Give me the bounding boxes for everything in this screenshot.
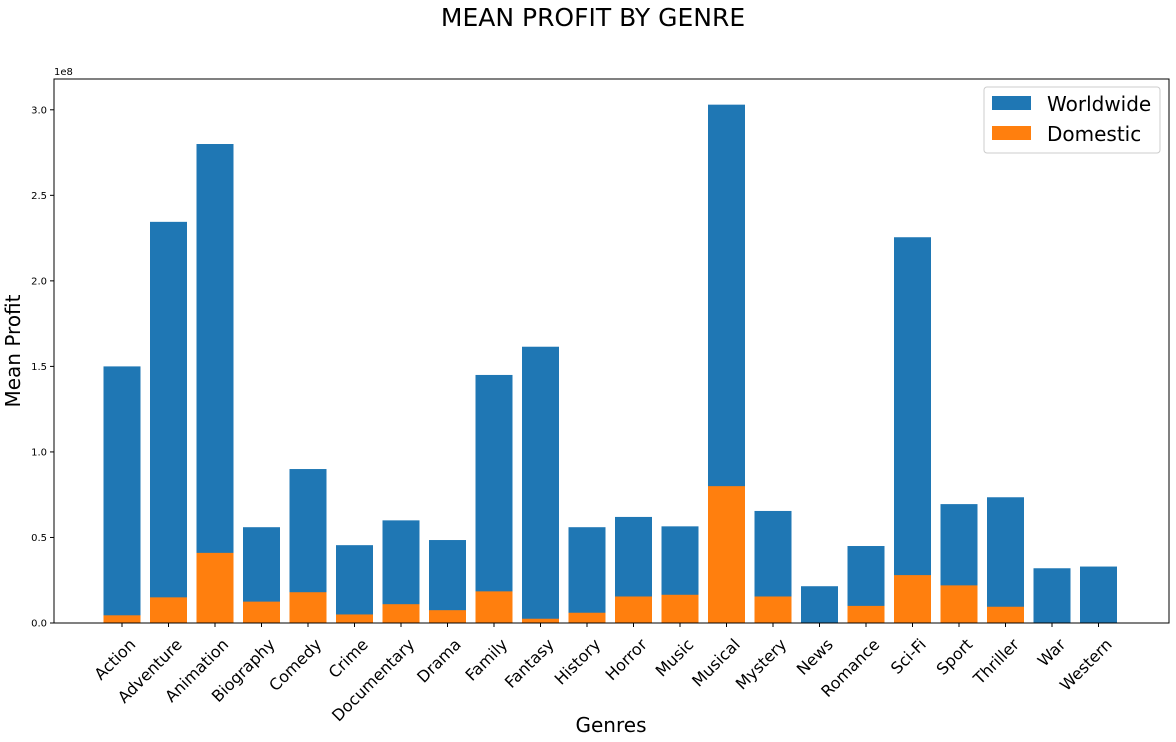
x-tick-label-war: War — [1034, 635, 1070, 671]
bar-domestic-horror — [615, 596, 652, 623]
y-axis-label: Mean Profit — [1, 294, 25, 407]
y-tick-label: 2.0 — [31, 276, 47, 287]
legend-swatch-domestic — [992, 126, 1031, 140]
x-tick-label-history: History — [551, 635, 605, 689]
x-tick-label-sci-fi: Sci-Fi — [887, 635, 930, 678]
y-tick-label: 0.0 — [31, 619, 47, 630]
bar-domestic-documentary — [382, 604, 420, 623]
legend-label-worldwide: Worldwide — [1047, 92, 1151, 116]
x-tick-label-documentary: Documentary — [328, 635, 418, 725]
bar-worldwide-animation — [196, 144, 234, 623]
bar-worldwide-drama — [429, 540, 466, 623]
bar-worldwide-fantasy — [522, 346, 559, 623]
bar-domestic-action — [103, 615, 141, 623]
chart-title: MEAN PROFIT BY GENRE — [441, 3, 745, 32]
bar-domestic-family — [475, 591, 513, 623]
bar-worldwide-crime — [336, 545, 373, 623]
y-tick-label: 1.5 — [31, 362, 47, 373]
bar-domestic-adventure — [150, 597, 187, 623]
legend-swatch-worldwide — [992, 96, 1031, 110]
x-axis-label: Genres — [576, 713, 647, 737]
bars-group — [103, 104, 1117, 623]
x-tick-label-western: Western — [1056, 635, 1116, 695]
x-tick-label-mystery: Mystery — [732, 635, 791, 694]
bar-worldwide-action — [103, 366, 141, 623]
plot-frame — [53, 78, 1170, 624]
legend-label-domestic: Domestic — [1047, 122, 1141, 146]
bar-domestic-crime — [336, 614, 373, 623]
x-tick-label-news: News — [793, 635, 837, 679]
legend: Worldwide Domestic — [983, 86, 1161, 154]
bar-domestic-musical — [708, 486, 745, 623]
bar-domestic-thriller — [987, 606, 1024, 623]
bar-domestic-fantasy — [522, 618, 559, 623]
y-axis: 0.0 0.5 1.0 1.5 2.0 2.5 3.0 — [31, 105, 54, 630]
bar-worldwide-adventure — [150, 221, 187, 623]
bar-domestic-animation — [196, 552, 234, 623]
x-tick-label-horror: Horror — [602, 635, 652, 685]
x-tick-label-fantasy: Fantasy — [501, 635, 558, 692]
y-tick-label: 3.0 — [31, 105, 47, 116]
bar-domestic-comedy — [289, 592, 327, 623]
y-tick-label: 0.5 — [31, 533, 47, 544]
bar-domestic-sci-fi — [894, 575, 931, 623]
y-tick-label: 2.5 — [31, 191, 47, 202]
bar-worldwide-thriller — [987, 497, 1024, 623]
x-tick-label-sport: Sport — [933, 635, 977, 679]
bar-domestic-biography — [243, 601, 280, 623]
bar-worldwide-war — [1033, 568, 1071, 623]
bar-worldwide-sci-fi — [894, 237, 931, 623]
bar-domestic-history — [568, 612, 606, 623]
bar-domestic-sport — [940, 585, 978, 623]
x-tick-label-drama: Drama — [413, 635, 465, 687]
y-tick-label: 1.0 — [31, 447, 47, 458]
bar-domestic-music — [661, 594, 699, 623]
y-offset-label: 1e8 — [54, 67, 73, 78]
bar-worldwide-history — [568, 527, 606, 623]
bar-worldwide-family — [475, 374, 513, 623]
bar-domestic-mystery — [754, 596, 792, 623]
bar-worldwide-news — [801, 586, 838, 623]
bar-domestic-drama — [429, 610, 466, 623]
x-tick-label-thriller: Thriller — [969, 635, 1023, 689]
bar-domestic-romance — [847, 605, 885, 623]
bar-worldwide-western — [1080, 566, 1117, 623]
